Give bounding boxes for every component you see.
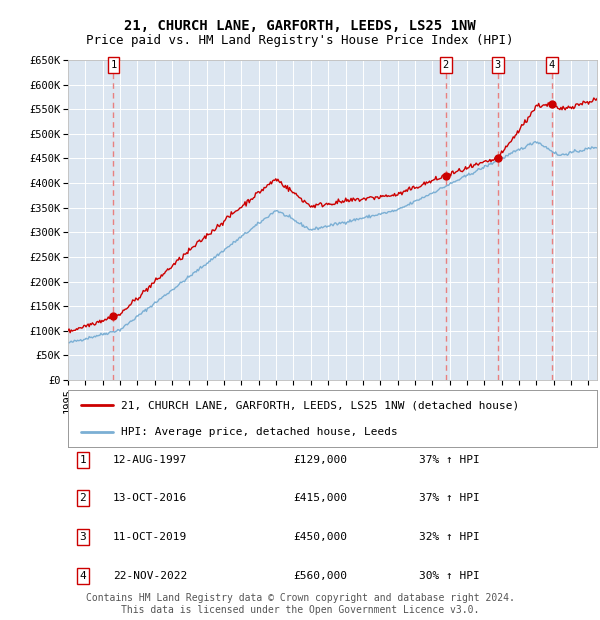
Text: £560,000: £560,000	[293, 571, 347, 581]
Text: 12-AUG-1997: 12-AUG-1997	[113, 455, 187, 465]
Text: 32% ↑ HPI: 32% ↑ HPI	[419, 532, 480, 542]
Text: 4: 4	[549, 60, 555, 70]
Text: 1: 1	[80, 455, 86, 465]
Text: 37% ↑ HPI: 37% ↑ HPI	[419, 493, 480, 503]
Text: HPI: Average price, detached house, Leeds: HPI: Average price, detached house, Leed…	[121, 427, 398, 436]
Text: 2: 2	[443, 60, 449, 70]
Text: 21, CHURCH LANE, GARFORTH, LEEDS, LS25 1NW: 21, CHURCH LANE, GARFORTH, LEEDS, LS25 1…	[124, 19, 476, 33]
Text: Contains HM Land Registry data © Crown copyright and database right 2024.
This d: Contains HM Land Registry data © Crown c…	[86, 593, 514, 615]
Text: 2: 2	[80, 493, 86, 503]
Text: £450,000: £450,000	[293, 532, 347, 542]
Text: 3: 3	[495, 60, 501, 70]
Text: 3: 3	[80, 532, 86, 542]
Text: £415,000: £415,000	[293, 493, 347, 503]
Text: 1: 1	[110, 60, 116, 70]
Text: 11-OCT-2019: 11-OCT-2019	[113, 532, 187, 542]
Text: 30% ↑ HPI: 30% ↑ HPI	[419, 571, 480, 581]
Text: 13-OCT-2016: 13-OCT-2016	[113, 493, 187, 503]
Text: £129,000: £129,000	[293, 455, 347, 465]
Text: 21, CHURCH LANE, GARFORTH, LEEDS, LS25 1NW (detached house): 21, CHURCH LANE, GARFORTH, LEEDS, LS25 1…	[121, 401, 519, 410]
Text: Price paid vs. HM Land Registry's House Price Index (HPI): Price paid vs. HM Land Registry's House …	[86, 34, 514, 47]
Text: 22-NOV-2022: 22-NOV-2022	[113, 571, 187, 581]
Text: 4: 4	[80, 571, 86, 581]
Text: 37% ↑ HPI: 37% ↑ HPI	[419, 455, 480, 465]
